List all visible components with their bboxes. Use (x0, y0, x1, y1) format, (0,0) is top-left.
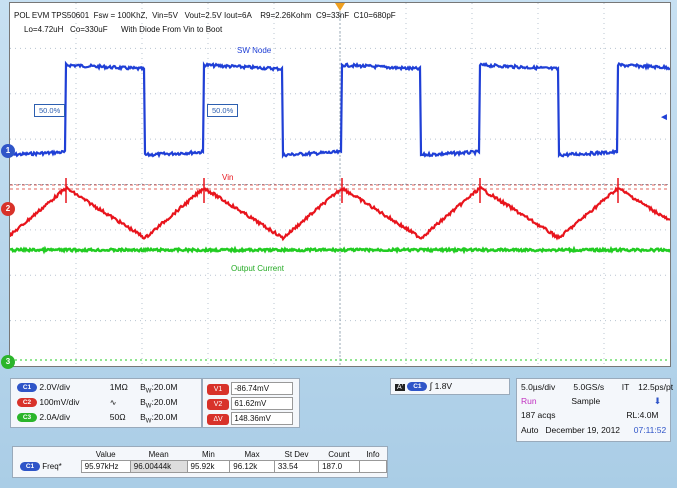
waveform-svg (10, 3, 670, 366)
ch1-settings[interactable]: C1 2.0V/div 1MΩ BW:20.0M (17, 382, 177, 395)
cursor-v1-label: V1 (207, 384, 229, 395)
ch2-ground-marker[interactable]: 2 (1, 202, 15, 216)
meas-stdev: 33.54 (273, 460, 320, 473)
acq-mode: IT (621, 382, 630, 392)
time: 07:11:52 (633, 425, 667, 435)
meas-mean: 96.00444k (129, 460, 188, 473)
cursor-v2-value: 61.62mV (231, 397, 294, 410)
trigger-panel[interactable]: A' C1 ∫ 1.8V (390, 378, 510, 395)
waveform-display[interactable]: POL EVM TPS50601 Fsw = 100KhZ, Vin=5V Vo… (9, 2, 671, 367)
header-line-1: POL EVM TPS50601 Fsw = 100KhZ, Vin=5V Vo… (14, 11, 396, 20)
cursor-v1-value: -86.74mV (231, 382, 294, 395)
measurement-panel[interactable]: Value Mean Min Max St Dev Count Info C1 … (12, 446, 388, 478)
trigger-position-icon (335, 3, 345, 11)
meas-max: 96.12k (229, 460, 275, 473)
meas-value: 95.97kHz (80, 460, 131, 473)
header-line-2: Lo=4.72uH Co=330uF With Diode From Vin t… (24, 25, 223, 34)
cursor-v2: V2 61.62mV (207, 397, 294, 410)
single-shot-arrow-icon: ⬇ (653, 396, 662, 406)
ch3-impedance: 50Ω (109, 412, 126, 422)
acquisition: Sample (571, 396, 601, 406)
col-mean: Mean (148, 450, 169, 459)
ch1-scale: 2.0V/div (39, 382, 71, 392)
sample-rate: 5.0GS/s (573, 382, 605, 392)
output-current-label: Output Current (231, 264, 284, 273)
trigger-source: A' (395, 384, 406, 391)
cursor-v2-label: V2 (207, 399, 229, 410)
col-max: Max (244, 450, 260, 459)
ch1-impedance: 1MΩ (109, 382, 128, 392)
ch3-settings[interactable]: C3 2.0A/div 50Ω BW:20.0M (17, 412, 177, 425)
ch2-coupling-icon: ∿ (109, 398, 117, 407)
ch3-scale: 2.0A/div (39, 412, 71, 422)
trigger-level-arrow-icon: ◄ (659, 112, 669, 123)
cursor-v1: V1 -86.74mV (207, 382, 294, 395)
trigger-mode: Auto (521, 425, 539, 435)
ch2-bw-label: B (140, 397, 146, 407)
trigger-level: 1.8V (434, 381, 453, 391)
ch1-bw-label: B (140, 382, 146, 392)
cursor-readout-panel[interactable]: V1 -86.74mV V2 61.62mV ΔV 148.36mV (202, 378, 300, 428)
ch1-ground-marker[interactable]: 1 (1, 144, 15, 158)
ch2-badge: C2 (17, 398, 37, 408)
channel-settings-panel: C1 2.0V/div 1MΩ BW:20.0M C2 100mV/div ∿ … (10, 378, 202, 428)
ch1-badge: C1 (17, 383, 37, 393)
record-length: RL:4.0M (626, 410, 659, 420)
ch3-ground-marker[interactable]: 3 (1, 355, 15, 369)
ch1-bw-value: :20.0M (151, 382, 178, 392)
pulse-width-readout-left: 50.0% (34, 104, 66, 117)
ch3-bw-sub: W (145, 418, 152, 425)
col-count: Count (328, 450, 350, 459)
run-state: Run (521, 396, 537, 406)
sw-node-trace (10, 60, 670, 159)
measurement-table: Value Mean Min Max St Dev Count Info C1 … (17, 449, 388, 473)
col-info: Info (366, 450, 380, 459)
vin-trace (10, 185, 670, 242)
ch2-bw-sub: W (145, 403, 152, 410)
vin-label: Vin (222, 173, 234, 182)
col-min: Min (201, 450, 215, 459)
ch3-bw-value: :20.0M (151, 412, 178, 422)
meas-info (358, 460, 388, 473)
time-per-div: 5.0µs/div (521, 382, 556, 392)
cursor-delta-value: 148.36mV (231, 412, 294, 425)
rising-edge-icon: ∫ (429, 381, 433, 391)
timebase-panel[interactable]: 5.0µs/div 5.0GS/s IT 12.5ps/pt Run Sampl… (516, 378, 674, 442)
resolution: 12.5ps/pt (638, 382, 674, 392)
ch3-badge: C3 (17, 413, 37, 423)
cursor-delta: ΔV 148.36mV (207, 412, 294, 425)
ch3-bw-label: B (140, 412, 146, 422)
col-value: Value (95, 450, 116, 459)
trigger-channel: C1 (407, 382, 428, 392)
cursor-delta-label: ΔV (207, 414, 229, 425)
col-stdev: St Dev (284, 450, 309, 459)
ch1-bw-sub: W (145, 388, 152, 395)
date: December 19, 2012 (545, 425, 621, 435)
table-row[interactable]: C1 Freq* 95.97kHz 96.00444k 95.92k 96.12… (17, 460, 388, 473)
output-current-trace (10, 245, 670, 255)
acq-count: 187 acqs (521, 410, 556, 420)
meas-count: 187.0 (318, 460, 360, 473)
pulse-width-readout-mid: 50.0% (207, 104, 239, 117)
ch2-bw-value: :20.0M (151, 397, 178, 407)
meas-channel: C1 (20, 462, 40, 472)
ch2-scale: 100mV/div (39, 397, 80, 407)
meas-min: 95.92k (186, 460, 231, 473)
meas-name: Freq* (42, 461, 62, 471)
ch2-settings[interactable]: C2 100mV/div ∿ BW:20.0M (17, 397, 177, 410)
sw-node-label: SW Node (237, 46, 272, 55)
